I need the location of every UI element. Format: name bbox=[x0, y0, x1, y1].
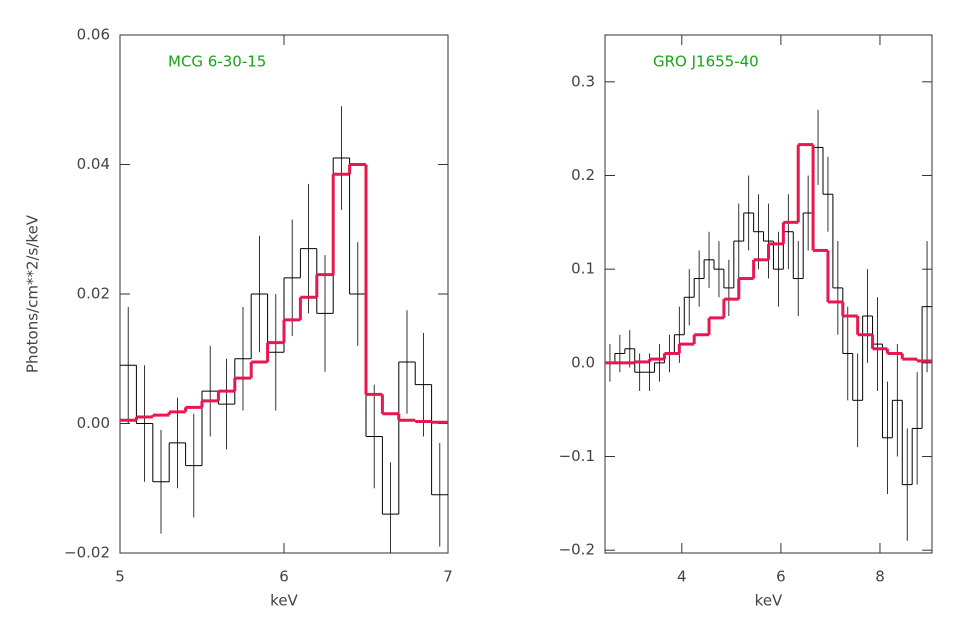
x-tick-label: 4 bbox=[677, 568, 687, 586]
panel-title: MCG 6-30-15 bbox=[168, 53, 266, 71]
y-tick-label: 0.1 bbox=[571, 260, 595, 278]
y-tick-label: −0.1 bbox=[559, 447, 595, 465]
series bbox=[605, 109, 932, 541]
y-tick-label: 0.02 bbox=[77, 285, 110, 303]
y-tick-label: −0.02 bbox=[64, 544, 110, 562]
x-tick-label: 7 bbox=[443, 568, 453, 586]
x-tick-label: 6 bbox=[776, 568, 786, 586]
x-tick-label: 5 bbox=[115, 568, 125, 586]
y-tick-label: 0.00 bbox=[77, 414, 110, 432]
x-tick-label: 8 bbox=[875, 568, 885, 586]
series bbox=[605, 143, 932, 365]
y-axis-label: Photons/cm**2/s/keV bbox=[24, 214, 42, 373]
y-tick-label: 0.04 bbox=[77, 155, 110, 173]
series bbox=[120, 163, 448, 424]
panel-title: GRO J1655-40 bbox=[653, 53, 759, 71]
y-tick-label: 0.0 bbox=[571, 353, 595, 371]
y-tick-label: 0.06 bbox=[77, 26, 110, 44]
x-axis-label: keV bbox=[755, 592, 783, 610]
x-tick-label: 6 bbox=[279, 568, 289, 586]
y-tick-label: 0.2 bbox=[571, 166, 595, 184]
y-tick-label: 0.3 bbox=[571, 72, 595, 90]
plot-frame bbox=[604, 34, 933, 554]
x-axis-label: keV bbox=[270, 592, 298, 610]
y-tick-label: −0.2 bbox=[559, 541, 595, 559]
